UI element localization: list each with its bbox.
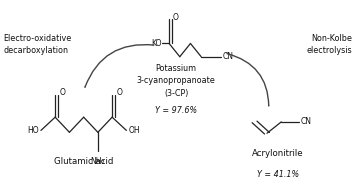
Text: Electro-oxidative
decarboxylation: Electro-oxidative decarboxylation	[4, 34, 72, 55]
Text: Y = 41.1%: Y = 41.1%	[257, 170, 299, 179]
Text: Y = 97.6%: Y = 97.6%	[155, 106, 197, 115]
FancyArrowPatch shape	[227, 54, 269, 106]
Text: O: O	[116, 88, 122, 97]
Text: Glutamic acid: Glutamic acid	[54, 157, 113, 166]
Text: Acrylonitrile: Acrylonitrile	[252, 149, 304, 158]
Text: O: O	[59, 88, 66, 97]
Text: Potassium
3-cyanopropanoate
(3-CP): Potassium 3-cyanopropanoate (3-CP)	[137, 64, 216, 98]
Text: OH: OH	[128, 126, 140, 135]
Text: Non-Kolbe
electrolysis: Non-Kolbe electrolysis	[307, 34, 352, 55]
Text: O: O	[173, 12, 179, 22]
Text: HO: HO	[27, 126, 39, 135]
Text: CN: CN	[301, 117, 312, 126]
Text: CN: CN	[222, 52, 234, 61]
FancyArrowPatch shape	[85, 45, 154, 87]
Text: NH₂: NH₂	[90, 157, 105, 166]
Text: KO: KO	[151, 39, 161, 48]
